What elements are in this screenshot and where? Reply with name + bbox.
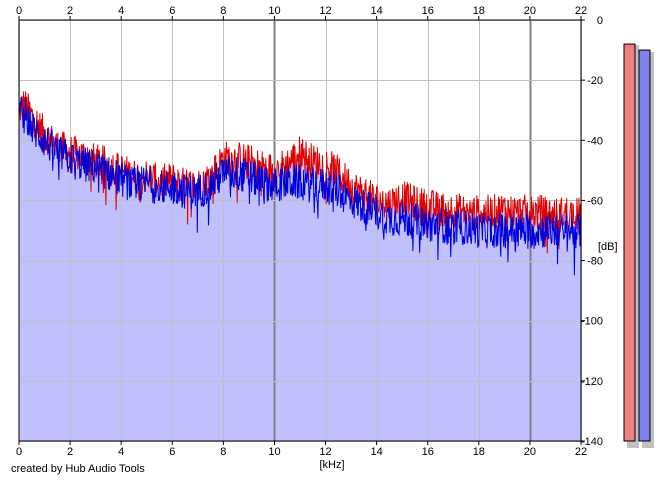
x-tick-label: 14 [371,446,383,458]
spectrum-fill-area [19,91,581,442]
x-tick-label: 2 [67,5,73,17]
x-tick-label: 8 [220,5,226,17]
x-tick-label: 12 [319,5,331,17]
credit-text: created by Hub Audio Tools [11,463,145,475]
plot-frame [18,19,582,442]
y-tick-label: -20 [587,75,603,87]
y-tick-label: -120 [581,376,603,388]
y-tick-label: -80 [587,256,603,268]
y-tick-label: -40 [587,135,603,147]
x-tick-label: 0 [16,446,22,458]
x-tick-label: 0 [16,5,22,17]
x-tick-label: 20 [524,446,536,458]
right-channel-line [18,96,582,276]
x-axis-label: [kHz] [319,459,344,471]
y-tick-label: 0 [597,15,603,27]
x-tick-label: 4 [118,446,124,458]
x-tick-label: 8 [220,446,226,458]
x-tick-label: 12 [319,446,331,458]
x-tick-label: 18 [473,446,485,458]
y-tick-label: -100 [581,316,603,328]
x-tick-label: 4 [118,5,124,17]
y-tick-label: -140 [581,436,603,448]
x-tick-label: 2 [67,446,73,458]
y-tick-label: -60 [587,195,603,207]
x-tick-label: 22 [575,5,587,17]
left-level-meter [623,43,636,442]
x-tick-label: 14 [371,5,383,17]
x-tick-label: 22 [575,446,587,458]
y-axis-label: [dB] [598,241,618,253]
x-tick-label: 18 [473,5,485,17]
x-tick-label: 20 [524,5,536,17]
y-axis-ticks: 0 -20 -40 -60 -80 -100 -120 -140 [581,15,603,448]
x-axis-top-ticks: 0 2 4 6 8 10 12 14 16 18 20 22 [16,5,587,20]
x-tick-label: 6 [169,446,175,458]
x-tick-label: 6 [169,5,175,17]
x-tick-label: 16 [422,5,434,17]
x-axis-bottom-ticks: 0 2 4 6 8 10 12 14 16 18 20 22 [16,441,587,458]
x-tick-label: 16 [422,446,434,458]
right-level-meter [638,49,651,442]
x-tick-label: 10 [268,446,280,458]
x-tick-label: 10 [268,5,280,17]
